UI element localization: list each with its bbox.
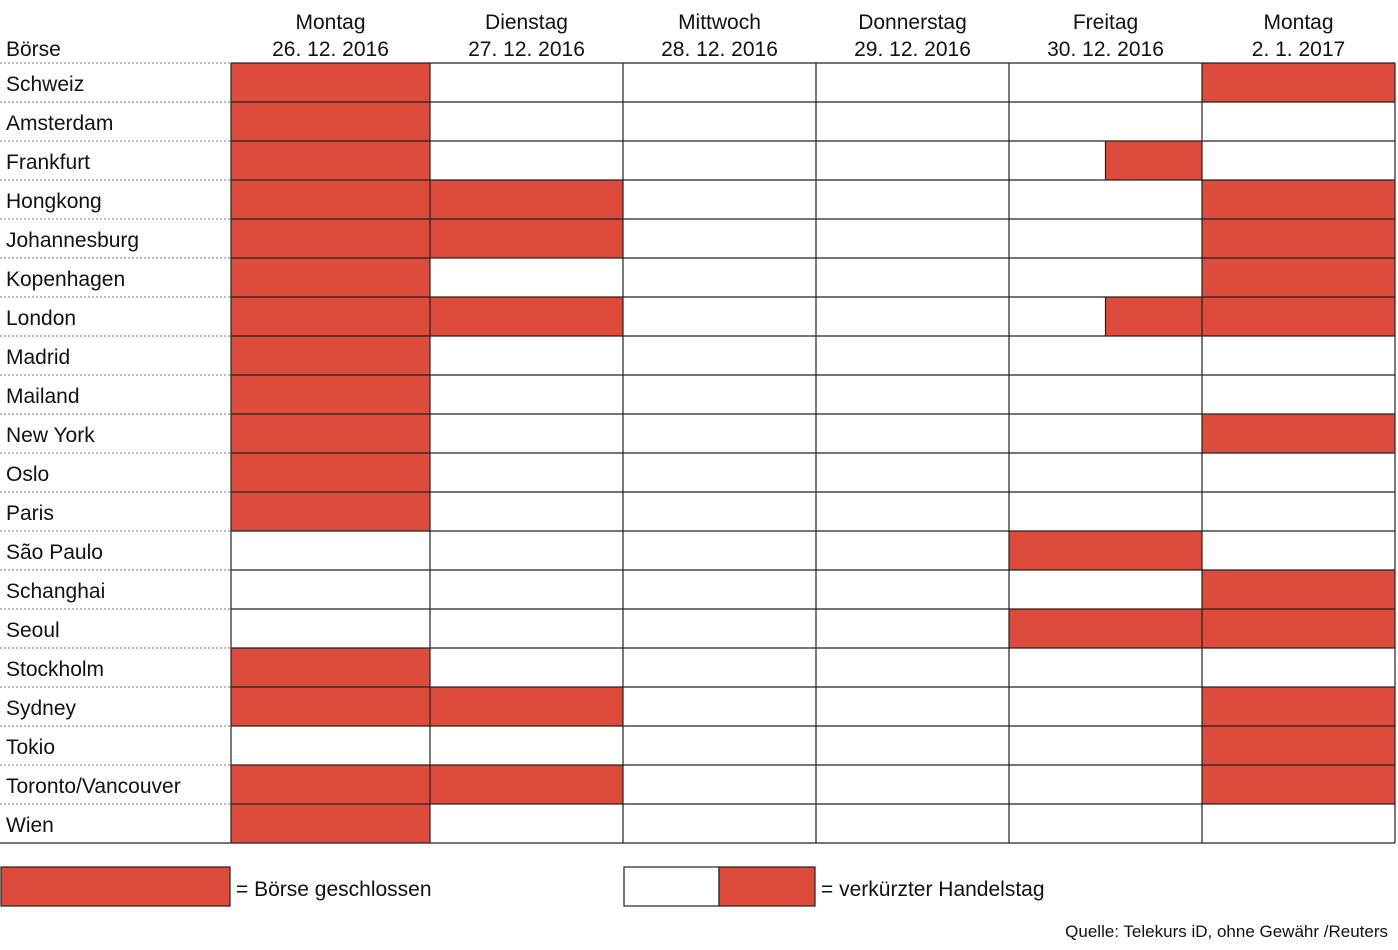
cell-closed — [430, 687, 623, 726]
cell-closed — [231, 804, 430, 843]
row-label: Stockholm — [6, 658, 104, 681]
row-label: Johannesburg — [6, 229, 139, 252]
row-label: Madrid — [6, 346, 70, 369]
row-header: Börse — [6, 38, 61, 61]
cell-closed — [430, 297, 623, 336]
cell-closed — [231, 336, 430, 375]
cell-closed — [231, 102, 430, 141]
grid-layer — [0, 62, 1396, 844]
column-day: Donnerstag — [858, 11, 967, 34]
source-note: Quelle: Telekurs iD, ohne Gewähr /Reuter… — [1065, 922, 1388, 941]
column-date: 2. 1. 2017 — [1252, 38, 1345, 61]
column-date: 26. 12. 2016 — [272, 38, 389, 61]
legend-shortened-label: = verkürzter Handelstag — [821, 878, 1045, 901]
cell-closed — [1202, 726, 1395, 765]
row-label: Hongkong — [6, 190, 102, 213]
row-label: Mailand — [6, 385, 80, 408]
column-date: 29. 12. 2016 — [854, 38, 971, 61]
cell-closed — [1009, 531, 1202, 570]
cell-closed — [231, 414, 430, 453]
column-day: Mittwoch — [678, 11, 761, 34]
cell-closed — [231, 297, 430, 336]
cells-layer — [231, 63, 1395, 843]
cell-closed — [1202, 609, 1395, 648]
row-label: Kopenhagen — [6, 268, 125, 291]
column-day: Dienstag — [485, 11, 568, 34]
row-label: Schanghai — [6, 580, 105, 603]
legend-shortened-closed-swatch — [718, 866, 816, 907]
cell-closed — [430, 765, 623, 804]
legend-shortened-open-swatch — [623, 866, 720, 907]
row-label: Frankfurt — [6, 151, 90, 174]
cell-closed — [1202, 687, 1395, 726]
column-day: Montag — [1263, 11, 1333, 34]
cell-closed — [430, 219, 623, 258]
column-day: Montag — [295, 11, 365, 34]
cell-closed — [231, 63, 430, 102]
cell-closed — [231, 648, 430, 687]
cell-closed — [231, 180, 430, 219]
cell-closed — [231, 258, 430, 297]
legend-closed-label: = Börse geschlossen — [236, 878, 432, 901]
cell-closed — [231, 492, 430, 531]
cell-closed — [430, 180, 623, 219]
row-label: Paris — [6, 502, 54, 525]
cell-closed — [1202, 570, 1395, 609]
cell-closed — [1202, 765, 1395, 804]
cell-closed — [1202, 258, 1395, 297]
row-label: Oslo — [6, 463, 49, 486]
column-date: 30. 12. 2016 — [1047, 38, 1164, 61]
cell-closed — [1202, 180, 1395, 219]
cell-closed — [1202, 63, 1395, 102]
cell-closed — [231, 687, 430, 726]
column-date: 28. 12. 2016 — [661, 38, 778, 61]
row-label: Tokio — [6, 736, 55, 759]
cell-closed — [231, 375, 430, 414]
row-label: Toronto/Vancouver — [6, 775, 181, 798]
cell-shortened — [1105, 297, 1202, 336]
row-label: New York — [6, 424, 95, 447]
cell-closed — [1202, 297, 1395, 336]
cell-shortened — [1105, 141, 1202, 180]
row-label: Wien — [6, 814, 54, 837]
row-label: São Paulo — [6, 541, 103, 564]
row-label: Schweiz — [6, 73, 84, 96]
cell-closed — [231, 141, 430, 180]
cell-closed — [231, 765, 430, 804]
row-label: Amsterdam — [6, 112, 113, 135]
cell-closed — [1009, 609, 1202, 648]
legend: = Börse geschlossen = verkürzter Handelst… — [0, 866, 1045, 907]
row-label: Seoul — [6, 619, 60, 642]
row-label: London — [6, 307, 76, 330]
legend-closed-swatch — [0, 866, 231, 907]
row-label: Sydney — [6, 697, 77, 720]
column-date: 27. 12. 2016 — [468, 38, 585, 61]
cell-closed — [231, 219, 430, 258]
cell-closed — [1202, 414, 1395, 453]
column-day: Freitag — [1073, 11, 1138, 34]
labels-layer: Börse Montag 26. 12. 2016 Dienstag 27. 12. 2… — [6, 11, 1345, 837]
cell-closed — [231, 453, 430, 492]
cell-closed — [1202, 219, 1395, 258]
